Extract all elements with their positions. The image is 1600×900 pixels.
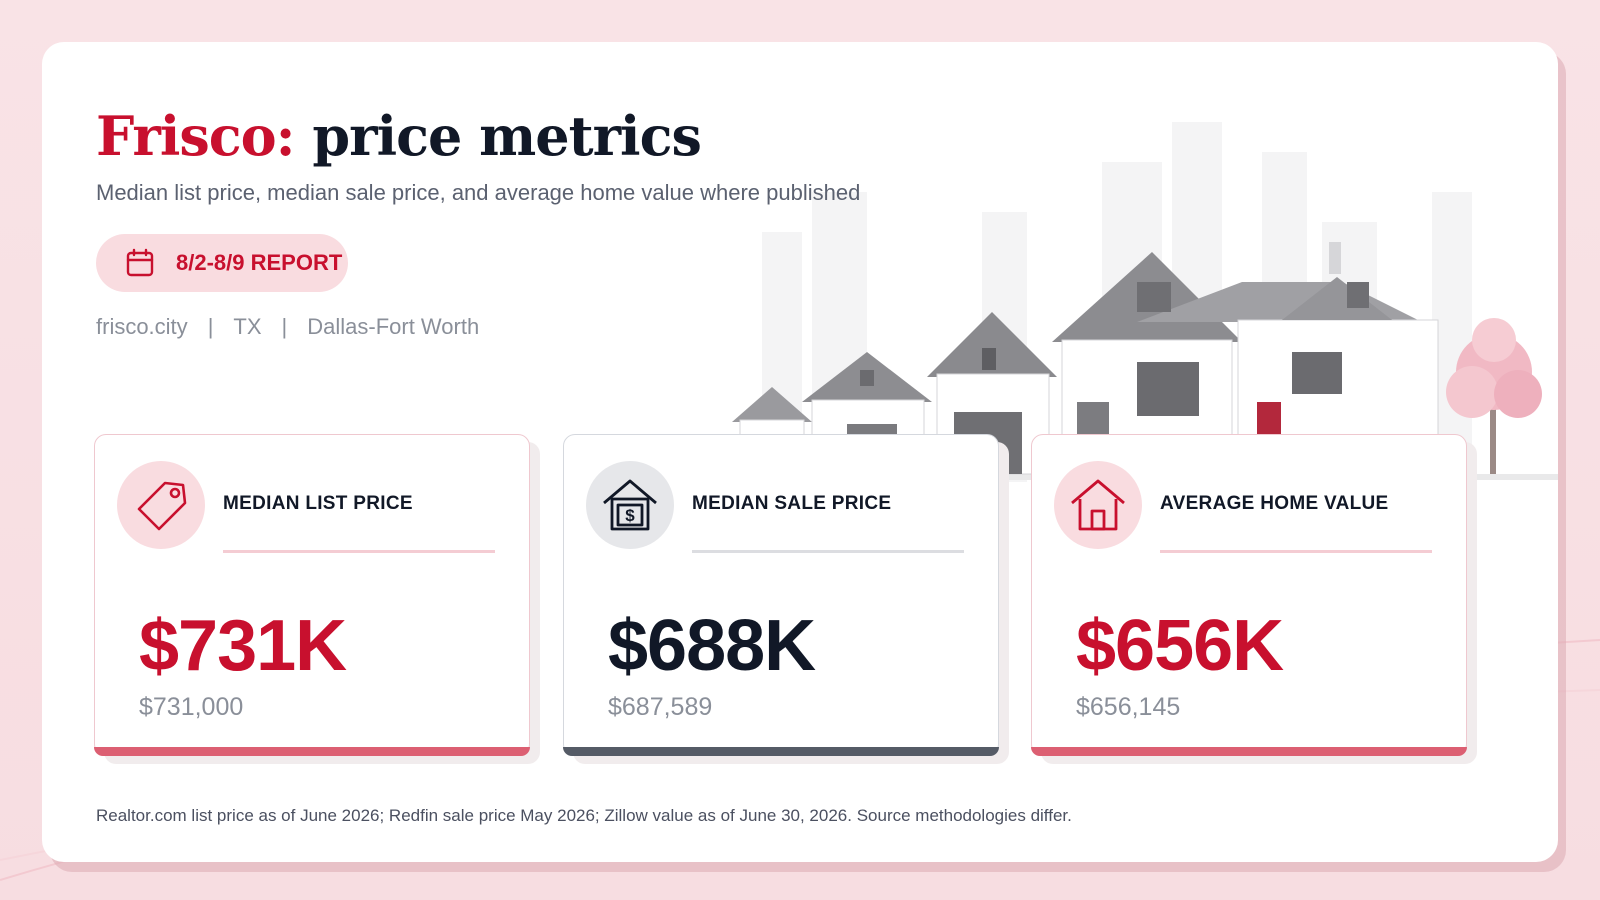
metric-value: $688K <box>608 606 816 686</box>
metric-icon-circle <box>1054 461 1142 549</box>
title-city: Frisco: <box>96 104 296 168</box>
metric-divider <box>1160 550 1432 553</box>
price-tag-icon <box>137 481 187 531</box>
metric-exact-value: $731,000 <box>139 693 244 721</box>
calendar-icon <box>126 248 154 277</box>
metric-icon-circle <box>117 461 205 549</box>
house-icon <box>1071 479 1125 531</box>
site-name: frisco.city <box>96 314 188 339</box>
metric-value: $731K <box>139 606 347 686</box>
metric-card-median-list-price: MEDIAN LIST PRICE $731K $731,000 <box>94 434 530 756</box>
source-footnote: Realtor.com list price as of June 2026; … <box>96 806 1072 825</box>
dollar-house-icon: $ <box>603 479 657 531</box>
metric-label: AVERAGE HOME VALUE <box>1160 493 1389 514</box>
meta-separator: | <box>281 314 288 339</box>
metric-accent-bar <box>1031 747 1467 756</box>
metric-card-median-sale-price: $ MEDIAN SALE PRICE $688K $687,589 <box>563 434 999 756</box>
page-subtitle: Median list price, median sale price, an… <box>96 180 861 205</box>
metric-divider <box>692 550 964 553</box>
region-name: Dallas-Fort Worth <box>307 314 480 339</box>
metric-icon-circle: $ <box>586 461 674 549</box>
page-title: Frisco: price metrics <box>96 104 702 168</box>
metric-divider <box>223 550 495 553</box>
metric-label: MEDIAN LIST PRICE <box>223 493 413 514</box>
metric-label: MEDIAN SALE PRICE <box>692 493 892 514</box>
metric-exact-value: $656,145 <box>1076 693 1181 721</box>
state-name: TX <box>233 314 262 339</box>
metric-accent-bar <box>94 747 530 756</box>
svg-text:$: $ <box>625 506 635 525</box>
report-badge: 8/2-8/9 REPORT <box>96 234 348 292</box>
metric-card-average-home-value: AVERAGE HOME VALUE $656K $656,145 <box>1031 434 1467 756</box>
title-rest: price metrics <box>312 104 701 168</box>
location-meta: frisco.city | TX | Dallas-Fort Worth <box>96 314 479 340</box>
metric-value: $656K <box>1076 606 1284 686</box>
report-label: 8/2-8/9 REPORT <box>176 250 343 275</box>
metric-accent-bar <box>563 747 999 756</box>
meta-separator: | <box>207 314 214 339</box>
main-card: Frisco: price metrics Median list price,… <box>42 42 1558 862</box>
metric-exact-value: $687,589 <box>608 693 713 721</box>
